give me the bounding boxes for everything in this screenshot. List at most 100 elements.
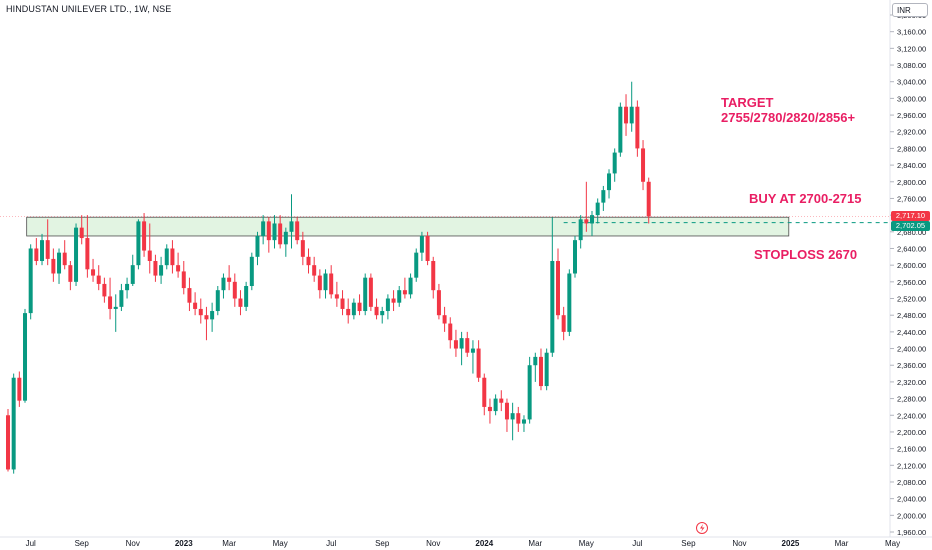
candle [612,148,617,182]
candle-body [544,352,549,387]
candle-body [198,308,203,316]
x-tick-label: Sep [75,539,90,548]
candle-body [340,298,345,309]
candle [436,283,441,320]
candle-body [289,221,294,232]
x-tick-label: May [885,539,900,548]
x-tick-label: Mar [528,539,542,548]
candle [62,240,67,270]
candle-body [272,223,277,241]
candle-body [147,250,152,261]
candle [504,398,509,432]
candle [295,217,300,245]
y-tick-label: 2,400.00 [897,345,926,354]
candle [590,210,595,236]
candle [17,371,22,407]
candle-body [159,265,164,276]
candle [119,283,124,312]
candle [238,290,243,316]
candle [261,215,266,245]
candle-body [476,348,481,378]
candle [470,340,475,374]
candle-body [487,406,492,412]
candle [227,265,232,291]
candle [130,254,135,287]
candle [334,281,339,307]
price-axis[interactable]: 1,960.00 2,000.00 2,040.00 2,080.00 2,120.00… [890,11,926,537]
y-tick-label: 2,960.00 [897,111,926,120]
candle [28,244,33,320]
candle [34,238,39,266]
candle [346,298,351,324]
candle-body [595,202,600,216]
candle [431,256,436,299]
x-tick-label: Mar [835,539,849,548]
support-zone [26,216,790,237]
candle [68,260,73,291]
candle-series [6,81,651,474]
y-tick-label: 3,040.00 [897,78,926,87]
candle [646,177,651,224]
y-tick-label: 2,320.00 [897,378,926,387]
candle-body [357,302,362,312]
candle-body [51,258,56,274]
y-tick-label: 2,200.00 [897,428,926,437]
y-tick-label: 3,080.00 [897,61,926,70]
candle [363,273,368,316]
candle [527,356,532,424]
candle-body [187,288,192,303]
candle-body [17,377,22,401]
candle [340,290,345,316]
target-annotation: TARGET 2755/2780/2820/2856+ [721,95,855,125]
candle [510,402,515,441]
stoploss-annotation: STOPLOSS 2670 [754,247,858,262]
y-tick-label: 2,560.00 [897,278,926,287]
candle-body [573,240,577,274]
candle [108,277,113,320]
candle-body [153,260,158,276]
candle-body [113,306,118,309]
candle-body [210,311,215,320]
candle [85,215,90,278]
candle [232,273,237,307]
candle [255,231,260,266]
candle [391,290,396,312]
zone-rect[interactable] [26,216,790,237]
candle [23,308,28,403]
time-axis[interactable]: Jul Sep Nov 2023 Mar May Jul Sep Nov 2024 Mar May Ju… [26,539,901,548]
candle-body [493,398,498,412]
candle [465,331,470,357]
x-tick-label: Nov [732,539,746,548]
candle-body [578,219,583,241]
candle-body [470,348,475,353]
candle-body [612,152,617,174]
target-levels: 2755/2780/2820/2856+ [721,110,856,125]
y-tick-label: 2,120.00 [897,461,926,470]
candle-body [295,221,300,241]
candle [499,390,504,412]
level-price-tag: 2,702.05 [891,221,930,231]
candle [142,213,147,257]
candle-body [550,260,555,353]
candle [221,273,226,299]
target-label: TARGET [721,95,774,110]
flash-icon[interactable] [696,522,708,534]
currency-badge[interactable]: INR [892,3,928,17]
candle-body [391,298,396,303]
candle [402,277,407,299]
candle [272,215,277,249]
candle-body [453,340,458,349]
candle-body [329,273,334,295]
candle-body [300,240,305,257]
symbol-title[interactable]: HINDUSTAN UNILEVER LTD., 1W, NSE [6,4,172,14]
candle [193,292,198,316]
candle-body [499,398,504,403]
x-tick-label: 2025 [782,539,800,548]
candle-body [408,277,413,295]
candle [153,254,158,282]
y-tick-label: 2,520.00 [897,295,926,304]
candle [555,248,560,320]
candle-body [176,265,181,272]
x-tick-label: May [579,539,594,548]
